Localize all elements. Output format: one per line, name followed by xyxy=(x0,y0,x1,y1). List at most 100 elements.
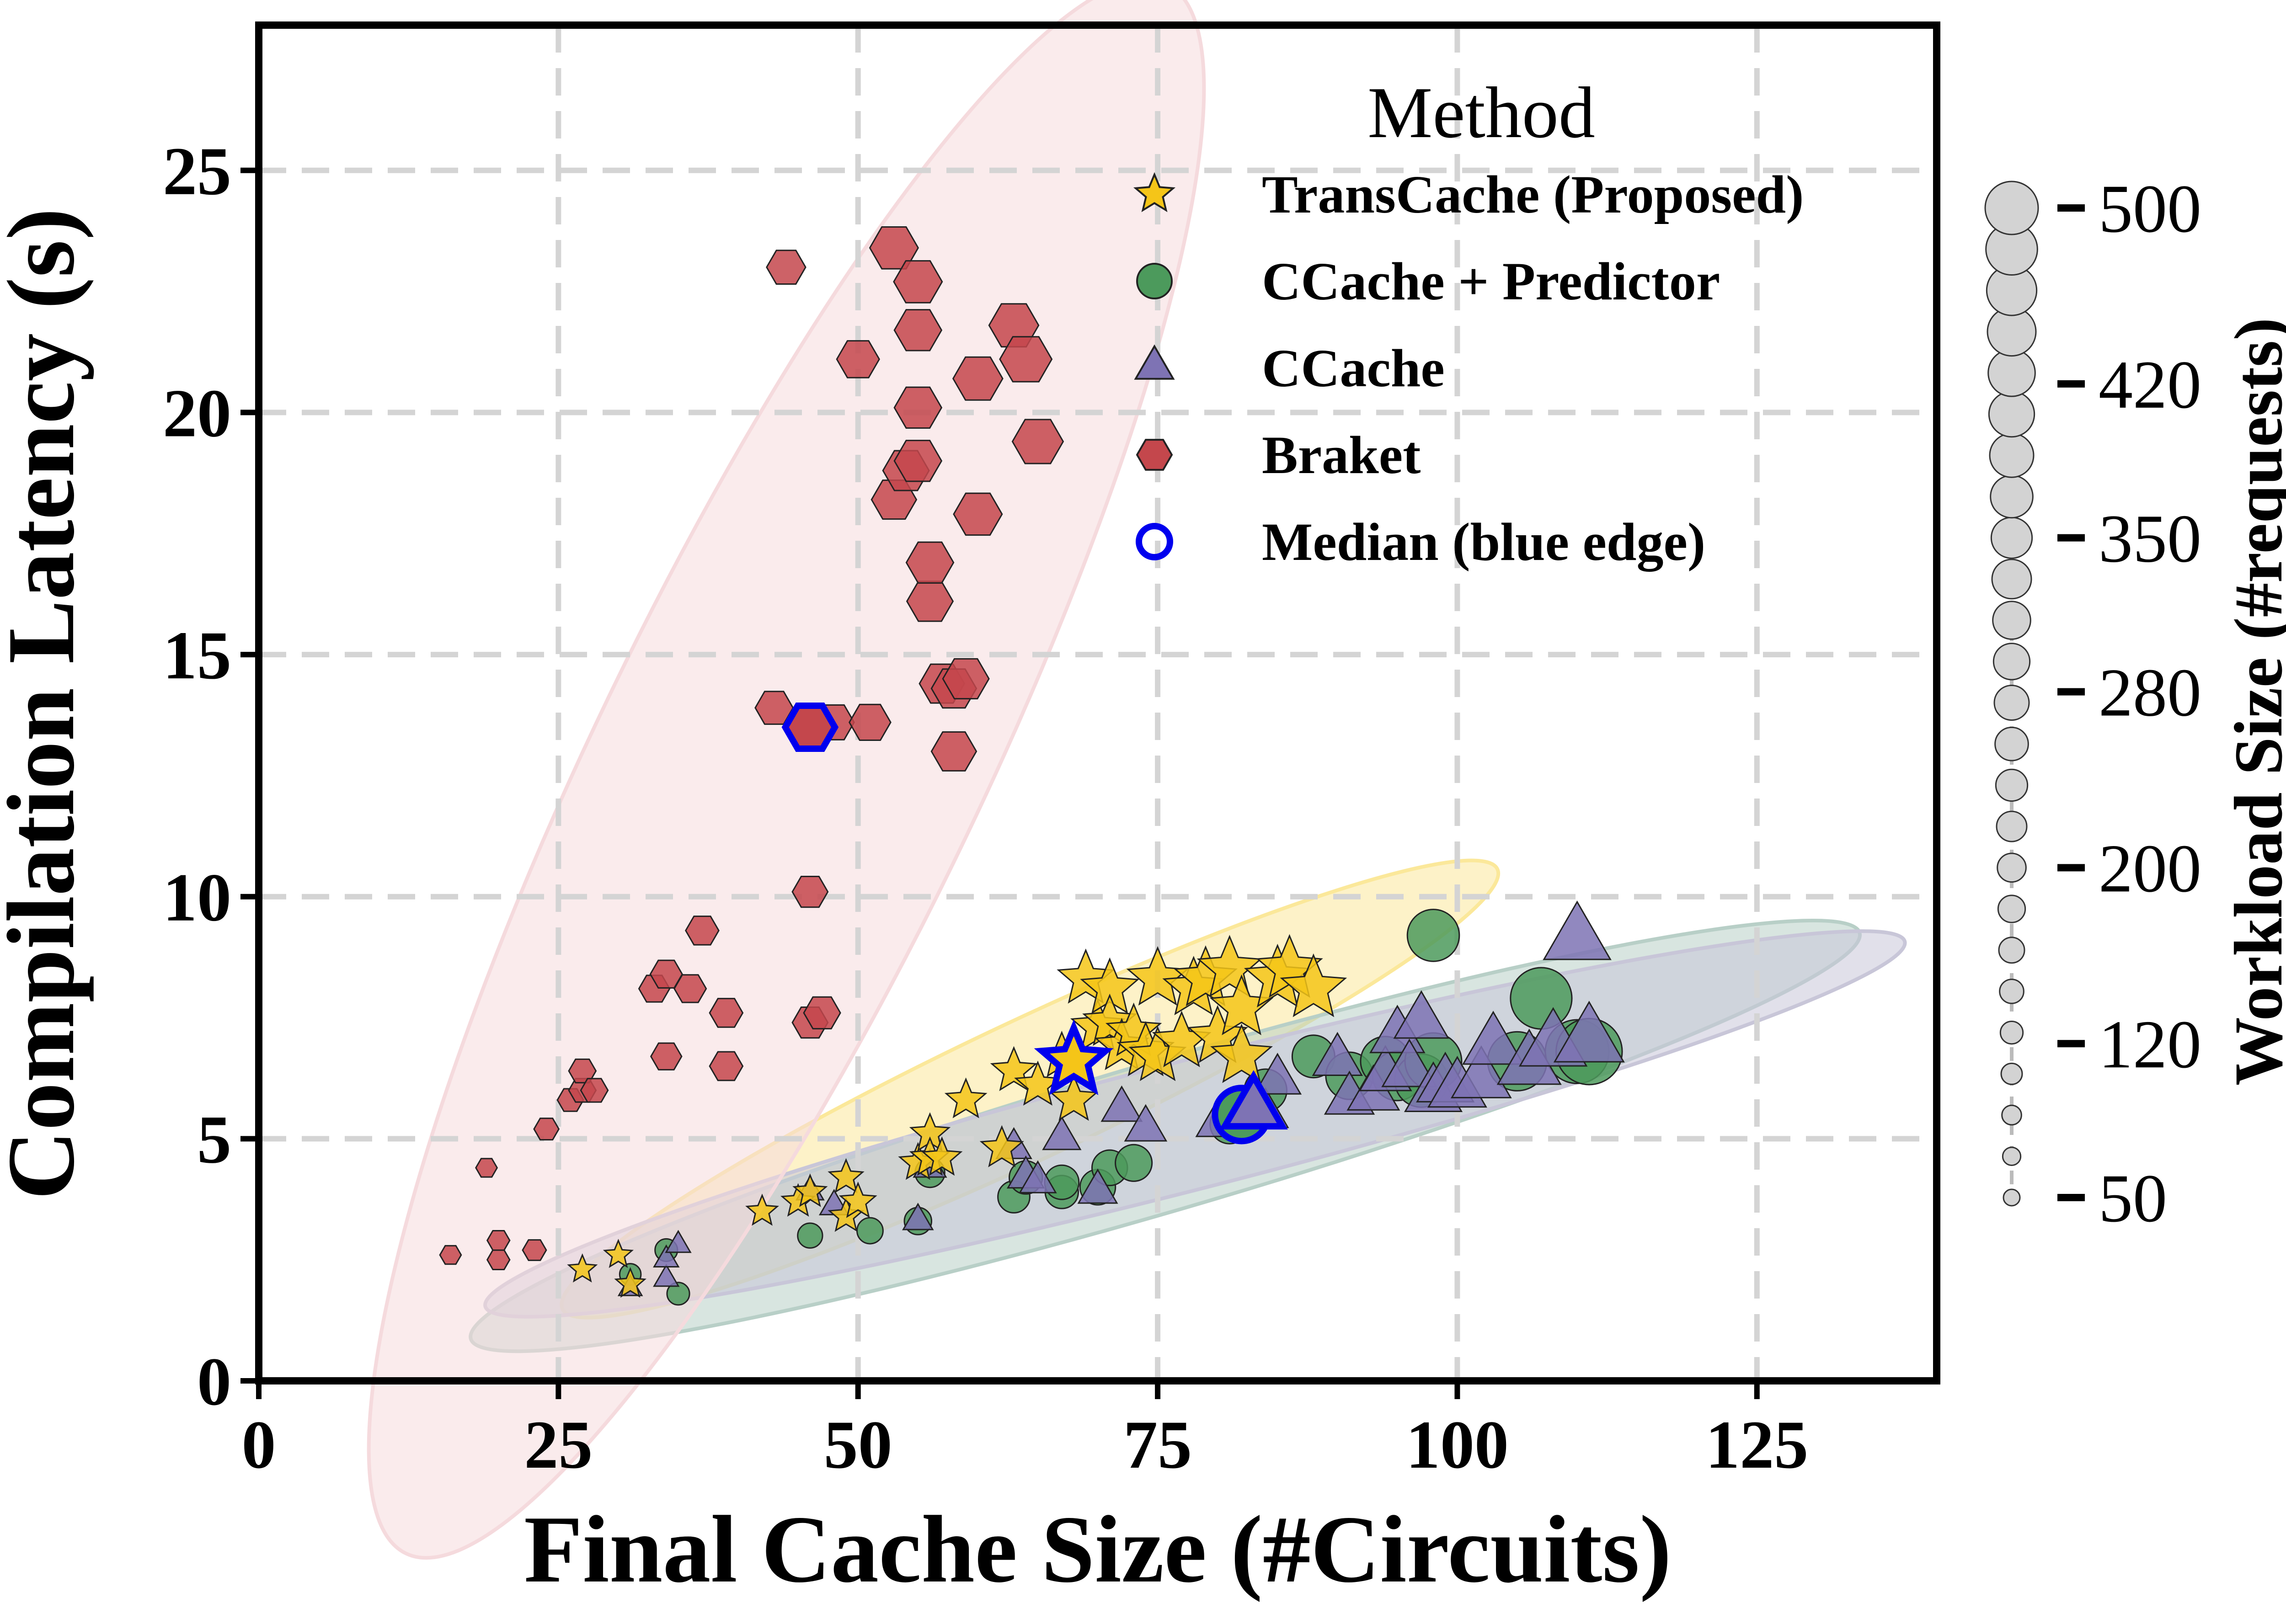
point-triangle xyxy=(1042,1116,1082,1150)
median-star xyxy=(1034,1019,1114,1095)
point-star xyxy=(979,1125,1024,1167)
size-legend: Workload Size (#requests) 500 420 350 280 20… xyxy=(1984,171,2286,1236)
legend-marker-star xyxy=(1133,172,1176,213)
point-hexagon xyxy=(533,1118,560,1141)
x-tick-label: 0 xyxy=(242,1407,276,1483)
point-star xyxy=(1280,953,1347,1017)
size-legend-bubble xyxy=(1999,979,2024,1004)
point-hexagon xyxy=(650,1042,683,1070)
size-legend-bubble xyxy=(1990,474,2034,519)
x-tick-label: 50 xyxy=(824,1407,892,1483)
point-hexagon xyxy=(848,703,892,741)
legend-title: Method xyxy=(1367,72,1595,153)
point-triangle xyxy=(1077,1168,1118,1204)
legend-label: TransCache (Proposed) xyxy=(1262,165,1804,224)
point-star xyxy=(921,1136,963,1176)
point-triangle xyxy=(1253,1053,1302,1095)
point-triangle xyxy=(1543,900,1612,960)
point-hexagon xyxy=(684,916,720,946)
size-legend-bubble xyxy=(1992,601,2031,640)
point-hexagon xyxy=(439,1245,462,1265)
grid xyxy=(259,25,1937,1381)
x-tick-label: 75 xyxy=(1123,1407,1192,1483)
size-legend-tick-label: 420 xyxy=(2099,347,2201,423)
size-legend-bubble xyxy=(1997,852,2027,883)
legend-label: CCache xyxy=(1262,338,1445,398)
point-hexagon xyxy=(475,1158,498,1178)
size-legend-bubble xyxy=(1996,810,2028,842)
size-legend-bubble xyxy=(1990,516,2033,559)
size-legend-tick-label: 500 xyxy=(2099,171,2201,247)
size-legend-bubble xyxy=(1984,181,2039,235)
y-axis-title: Compilation Latency (s) xyxy=(0,208,94,1200)
legend-label: Median (blue edge) xyxy=(1262,512,1705,572)
point-hexagon xyxy=(522,1239,547,1261)
size-legend-bubble xyxy=(1995,768,2029,802)
point-star xyxy=(603,1239,634,1268)
size-legend-bubble xyxy=(1999,1021,2024,1045)
point-hexagon xyxy=(893,309,943,351)
point-star xyxy=(1210,1023,1273,1083)
y-tick-label: 10 xyxy=(163,860,231,936)
y-tick-label: 15 xyxy=(163,618,231,693)
legend-marker-triangle xyxy=(1134,344,1175,380)
point-triangle xyxy=(1019,1160,1057,1193)
point-hexagon xyxy=(486,1249,511,1270)
point-star xyxy=(792,1173,828,1207)
point-star xyxy=(614,1267,646,1298)
point-hexagon xyxy=(673,974,707,1003)
point-star xyxy=(567,1253,598,1283)
legend-label: CCache + Predictor xyxy=(1262,251,1720,311)
point-hexagon xyxy=(893,386,943,429)
legend-marker-hexagon xyxy=(1136,439,1173,471)
size-legend-bubble xyxy=(1988,390,2035,438)
point-hexagon xyxy=(836,340,880,378)
size-legend-bubble xyxy=(1994,726,2029,761)
point-triangle xyxy=(1393,990,1450,1039)
point-star xyxy=(1196,935,1263,997)
point-star xyxy=(745,1193,779,1226)
point-circle xyxy=(1115,1144,1153,1182)
size-legend-tick-label: 350 xyxy=(2099,501,2201,577)
x-axis-title: Final Cache Size (#Circuits) xyxy=(524,1496,1672,1603)
size-legend-tick-label: 280 xyxy=(2099,655,2201,730)
point-hexagon xyxy=(803,996,841,1030)
median-triangle xyxy=(1219,1070,1288,1130)
point-triangle xyxy=(1553,1001,1625,1063)
y-tick-label: 0 xyxy=(197,1344,231,1420)
point-hexagon xyxy=(1011,419,1064,464)
x-tick-label: 125 xyxy=(1705,1407,1808,1483)
point-star xyxy=(1049,1074,1099,1121)
plot-frame xyxy=(255,21,1940,1384)
point-triangle xyxy=(1462,1011,1525,1065)
point-hexagon xyxy=(893,260,943,304)
size-legend-tick-label: 120 xyxy=(2099,1006,2201,1082)
point-hexagon xyxy=(486,1230,511,1251)
point-hexagon xyxy=(893,440,943,482)
size-legend-tick-label: 50 xyxy=(2099,1161,2167,1236)
point-triangle xyxy=(902,1203,934,1230)
size-legend-bubble xyxy=(1989,432,2035,478)
points-layer xyxy=(439,226,1625,1306)
legend-label: Braket xyxy=(1262,425,1421,485)
point-triangle xyxy=(1124,1104,1168,1142)
point-circle xyxy=(666,1282,690,1306)
legend-marker-circle xyxy=(1136,263,1173,299)
median-hexagon xyxy=(781,702,839,752)
point-triangle xyxy=(653,1263,680,1287)
point-triangle xyxy=(653,1244,680,1268)
point-star xyxy=(839,1182,877,1218)
point-triangle xyxy=(1450,1045,1512,1098)
y-axis: 0 5 10 15 20 25 xyxy=(163,133,259,1420)
point-hexagon xyxy=(905,541,955,584)
size-legend-bubble xyxy=(1992,643,2031,681)
point-triangle xyxy=(1381,1038,1437,1087)
median-layer xyxy=(781,702,1288,1145)
legend: Method TransCache (Proposed) CCache + Pre… xyxy=(1133,72,1804,572)
point-hexagon xyxy=(766,250,807,285)
size-legend-bubble xyxy=(2001,1104,2022,1126)
size-legend-bubble xyxy=(2000,1062,2023,1085)
point-hexagon xyxy=(953,492,1003,536)
point-circle xyxy=(1406,909,1460,962)
